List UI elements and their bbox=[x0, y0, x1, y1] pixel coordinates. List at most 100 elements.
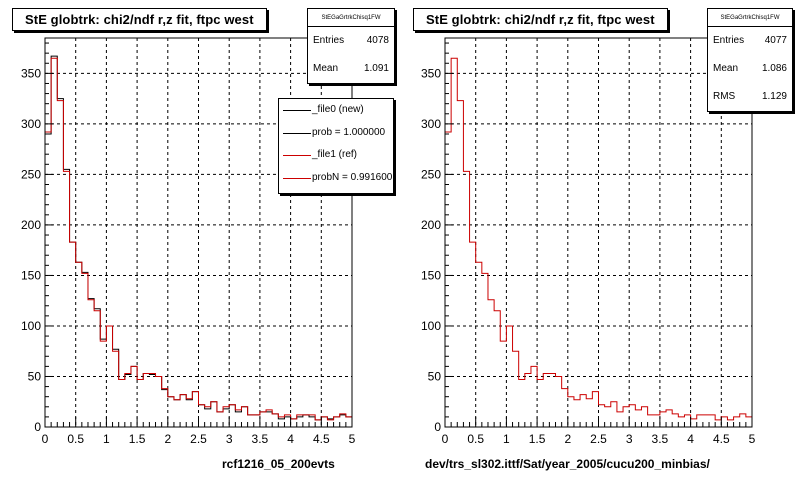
p0-series-1-bin-34 bbox=[254, 415, 260, 427]
p1-series-0-bin-49 bbox=[746, 417, 752, 427]
p0-series-1-bin-22 bbox=[180, 395, 186, 427]
p0-y-tick-label-4: 200 bbox=[21, 218, 41, 232]
p0-series-1-bin-31 bbox=[235, 410, 241, 427]
p1-series-0-bin-27 bbox=[611, 402, 617, 427]
p0-series-1-bin-11 bbox=[113, 351, 119, 427]
p1-series-0-bin-15 bbox=[537, 380, 543, 427]
p1-x-tick-label-7: 3.5 bbox=[652, 432, 669, 446]
p0-series-1-bin-7 bbox=[88, 300, 94, 427]
p0-series-1-bin-28 bbox=[217, 412, 223, 427]
p0-y-tick-label-6: 300 bbox=[21, 117, 41, 131]
p1-series-0-bin-12 bbox=[519, 380, 525, 427]
p1-series-0-bin-28 bbox=[617, 412, 623, 427]
p0-series-1-bin-44 bbox=[315, 420, 321, 427]
p0-x-tick-label-8: 4 bbox=[287, 432, 294, 446]
p0-y-tick-label-5: 250 bbox=[21, 167, 41, 181]
p1-series-0-bin-14 bbox=[531, 366, 537, 427]
p0-series-1-bin-32 bbox=[241, 407, 247, 427]
right-stats-rms-label: RMS bbox=[713, 91, 736, 102]
p0-series-1-bin-18 bbox=[156, 376, 162, 427]
p0-series-1-bin-25 bbox=[199, 405, 205, 427]
p0-series-1-bin-9 bbox=[100, 341, 106, 427]
p0-series-1-bin-47 bbox=[334, 417, 340, 427]
legend-label-prob: prob = 1.000000 bbox=[312, 126, 386, 138]
right-stats-mean-label: Mean bbox=[713, 63, 739, 74]
p1-x-tick-label-3: 1.5 bbox=[529, 432, 546, 446]
p1-series-0-bin-3 bbox=[463, 171, 469, 427]
p0-y-tick-label-1: 50 bbox=[28, 369, 42, 383]
p0-series-1-bin-23 bbox=[186, 399, 192, 427]
p0-series-1-bin-27 bbox=[211, 402, 217, 427]
p1-y-tick-label-3: 150 bbox=[421, 268, 441, 282]
p1-series-0-bin-45 bbox=[721, 417, 727, 427]
p0-y-tick-label-0: 0 bbox=[34, 420, 41, 434]
left-legend: _file0 (new) prob = 1.000000 _file1 (ref… bbox=[278, 98, 394, 194]
right-stats-rms-value: 1.129 bbox=[761, 91, 787, 102]
legend-swatch-prob bbox=[283, 132, 311, 134]
p0-series-1-line bbox=[44, 57, 353, 427]
p0-series-1-bin-1 bbox=[51, 58, 57, 427]
p1-series-0-bin-41 bbox=[697, 415, 703, 427]
right-stats-entries-value: 4077 bbox=[764, 35, 787, 46]
p1-series-0-bin-36 bbox=[666, 410, 672, 427]
p0-series-1-bin-5 bbox=[76, 262, 82, 427]
p1-series-0-bin-47 bbox=[734, 417, 740, 427]
p1-series-0-bin-10 bbox=[506, 326, 512, 427]
left-histogram-plot: 0 0.5 1 1.5 2 2.5 3 3.5 4 4.5 50501001502002503003… bbox=[21, 37, 356, 446]
p1-series-0-bin-13 bbox=[525, 373, 531, 427]
left-x-axis-title: rcf1216_05_200evts bbox=[222, 457, 335, 471]
p1-y-tick-label-4: 200 bbox=[421, 218, 441, 232]
p0-series-1-bin-36 bbox=[266, 410, 272, 427]
p1-series-0-bin-16 bbox=[543, 373, 549, 427]
right-stats-entries-label: Entries bbox=[713, 35, 745, 46]
p1-series-0-bin-2 bbox=[457, 101, 463, 427]
right-stats-mean: Mean 1.086 bbox=[708, 55, 792, 83]
p0-series-1-bin-33 bbox=[248, 415, 254, 427]
p1-series-0-bin-40 bbox=[691, 419, 697, 427]
legend-swatch-file0 bbox=[283, 110, 311, 111]
p1-x-tick-label-4: 2 bbox=[564, 432, 571, 446]
left-stats-mean-value: 1.091 bbox=[363, 63, 389, 74]
p1-series-0-bin-23 bbox=[586, 399, 592, 427]
p1-series-0-bin-26 bbox=[605, 407, 611, 427]
p1-x-tick-label-2: 1 bbox=[503, 432, 510, 446]
p1-series-0-bin-46 bbox=[727, 420, 733, 427]
right-stats-header: StEGaGrtrkChisq1FW bbox=[708, 9, 792, 27]
p1-y-tick-label-2: 100 bbox=[421, 319, 441, 333]
p0-series-1-bin-20 bbox=[168, 397, 174, 427]
p0-series-1-bin-21 bbox=[174, 400, 180, 427]
p0-series-1-bin-37 bbox=[272, 414, 278, 427]
p1-series-0-bin-5 bbox=[476, 262, 482, 427]
p1-series-0-bin-19 bbox=[562, 389, 568, 427]
p1-y-tick-label-6: 300 bbox=[421, 117, 441, 131]
p0-series-1-bin-43 bbox=[309, 415, 315, 427]
p1-series-0-bin-25 bbox=[599, 405, 605, 427]
right-chart-title: StE globtrk: chi2/ndf r,z fit, ftpc west bbox=[413, 8, 668, 31]
p1-series-0-bin-43 bbox=[709, 415, 715, 427]
p0-series-1-bin-10 bbox=[106, 326, 112, 427]
p0-x-tick-label-0: 0 bbox=[42, 432, 49, 446]
p1-x-tick-label-5: 2.5 bbox=[590, 432, 607, 446]
p1-series-0-bin-4 bbox=[470, 242, 476, 427]
p0-series-1-bin-39 bbox=[284, 415, 290, 427]
p0-series-1-bin-8 bbox=[94, 311, 100, 427]
p0-x-tick-label-4: 2 bbox=[164, 432, 171, 446]
legend-label-file1: _file1 (ref) bbox=[312, 149, 358, 160]
p0-x-tick-label-6: 3 bbox=[226, 432, 233, 446]
left-stats-entries-label: Entries bbox=[313, 35, 345, 46]
legend-entry-probn: probN = 0.991600 bbox=[279, 167, 393, 190]
p1-series-0-bin-20 bbox=[568, 397, 574, 427]
p1-x-tick-label-0: 0 bbox=[442, 432, 449, 446]
p0-series-1-bin-49 bbox=[346, 417, 352, 427]
p0-x-tick-label-7: 3.5 bbox=[252, 432, 269, 446]
p0-x-tick-label-9: 4.5 bbox=[313, 432, 330, 446]
p1-series-0-bin-11 bbox=[513, 351, 519, 427]
left-stats-box: StEGaGrtrkChisq1FW Entries 4078 Mean 1.0… bbox=[307, 8, 395, 84]
p0-y-tick-label-3: 150 bbox=[21, 268, 41, 282]
p0-series-1-bin-40 bbox=[291, 419, 297, 427]
p1-series-0-bin-31 bbox=[635, 410, 641, 427]
p0-series-1-bin-19 bbox=[162, 389, 168, 427]
legend-entry-prob: prob = 1.000000 bbox=[279, 122, 393, 145]
right-histogram-plot: 0 0.5 1 1.5 2 2.5 3 3.5 4 4.5 50501001502002503003… bbox=[421, 37, 756, 446]
p0-x-tick-label-2: 1 bbox=[103, 432, 110, 446]
